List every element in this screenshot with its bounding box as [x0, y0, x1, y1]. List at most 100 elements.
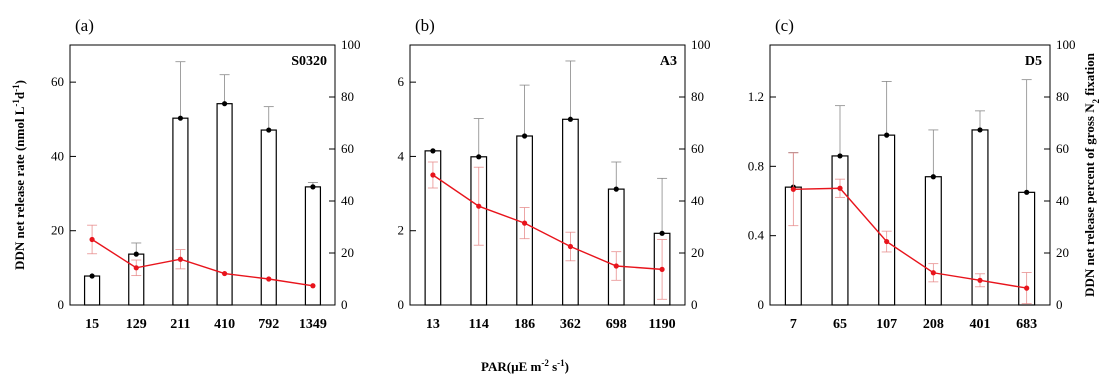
station-label: A3 [660, 54, 677, 69]
line-series [793, 187, 1027, 289]
line-point [430, 172, 436, 178]
line-point [977, 277, 983, 283]
x-tick-label: 362 [560, 317, 581, 332]
y-right-tick-label: 60 [1056, 141, 1069, 156]
y-right-tick-label: 0 [1056, 297, 1063, 312]
x-tick-label: 129 [126, 317, 147, 332]
x-tick-label: 208 [923, 317, 944, 332]
y-left-tick-label: 40 [51, 148, 64, 163]
line-point [310, 283, 316, 289]
y-right-tick-label: 0 [341, 297, 348, 312]
x-tick-label: 683 [1016, 317, 1037, 332]
plot-frame [769, 44, 1051, 306]
y-left-tick-label: 0.8 [748, 158, 764, 173]
bar-point [133, 251, 139, 257]
plot-frame [409, 44, 686, 306]
y-right-tick-label: 0 [691, 297, 698, 312]
y-right-tick-label: 80 [341, 89, 354, 104]
line-point [837, 185, 843, 191]
line-point [659, 266, 665, 272]
x-tick-label: 1349 [299, 317, 327, 332]
y-right-tick-label: 100 [341, 37, 361, 52]
ylabel-left: DDN net release rate (nmol L-1d-1) [11, 80, 27, 270]
y-right-tick-label: 40 [691, 193, 704, 208]
y-right-tick-label: 40 [341, 193, 354, 208]
bar [924, 176, 942, 306]
bar-point [266, 127, 272, 133]
station-label: D5 [1025, 54, 1042, 69]
y-left-tick-label: 0 [58, 297, 65, 312]
bar-point [884, 132, 890, 138]
line-point [930, 270, 936, 276]
y-left-tick-label: 1.2 [748, 89, 764, 104]
bar-point [613, 186, 619, 192]
y-right-tick-label: 80 [691, 89, 704, 104]
bar-point [930, 174, 936, 180]
x-tick-label: 186 [514, 317, 535, 332]
x-tick-label: 15 [85, 317, 99, 332]
y-left-tick-label: 2 [398, 223, 405, 238]
bar-point [977, 127, 983, 133]
x-tick-label: 410 [214, 317, 235, 332]
bar [83, 275, 101, 306]
bar-point [1024, 189, 1030, 195]
station-label: S0320 [291, 54, 327, 69]
y-right-tick-label: 20 [1056, 245, 1069, 260]
y-right-tick-label: 40 [1056, 193, 1069, 208]
y-right-tick-label: 100 [1056, 37, 1076, 52]
bar [172, 117, 189, 306]
panel-3: 0 0.4 0.8 1.2 0 20 40 60 80 100 7 65 107 208 401 683 (c)… [748, 16, 1076, 332]
bar [878, 134, 896, 306]
x-tick-label: 792 [258, 317, 279, 332]
line-point [521, 220, 528, 226]
line-series [432, 174, 663, 271]
bar [607, 188, 625, 306]
y-right-tick-label: 60 [341, 141, 354, 156]
x-tick-label: 114 [469, 317, 489, 332]
plot-frame [69, 44, 336, 306]
line-series [91, 238, 314, 287]
line-point [221, 270, 228, 277]
line-point [266, 276, 272, 282]
panel-letter: (a) [75, 16, 94, 35]
y-right-tick-label: 100 [691, 37, 711, 52]
bar-point [521, 133, 528, 139]
line-point [476, 203, 482, 209]
line-point [613, 263, 619, 269]
bar-point [567, 116, 574, 122]
bar [562, 118, 579, 306]
y-right-tick-label: 80 [1056, 89, 1069, 104]
bar-point [837, 153, 843, 159]
bar-point [659, 230, 665, 236]
ylabel-right: DDN net release percent of gross N2 fixa… [1082, 52, 1101, 297]
x-tick-label: 107 [876, 317, 897, 332]
x-tick-label: 211 [170, 317, 190, 332]
y-right-tick-label: 20 [341, 245, 354, 260]
y-left-tick-label: 4 [398, 148, 405, 163]
y-left-tick-label: 0 [758, 297, 765, 312]
y-right-tick-label: 60 [691, 141, 704, 156]
line-point [567, 243, 574, 250]
xlabel: PAR(µE m-2 s-1) [481, 358, 569, 374]
panel-letter: (b) [415, 16, 435, 35]
y-left-tick-label: 0.4 [748, 228, 765, 243]
line-point [1024, 285, 1030, 291]
bar-point [430, 148, 436, 154]
y-left-tick-label: 60 [51, 74, 64, 89]
x-tick-label: 401 [970, 317, 991, 332]
bar-point [89, 273, 95, 279]
bar-point [177, 115, 184, 121]
line-point [133, 265, 139, 271]
y-left-tick-label: 0 [398, 297, 405, 312]
x-tick-label: 1190 [648, 317, 675, 332]
bar-point [221, 101, 228, 107]
y-right-tick-label: 20 [691, 245, 704, 260]
panel-1: 0 20 40 60 0 20 40 60 80 100 15 129 211 410 792 1349 (a)… [51, 16, 361, 332]
x-tick-label: 698 [606, 317, 627, 332]
panel-letter: (c) [775, 16, 794, 35]
line-point [177, 256, 184, 262]
line-point [89, 236, 95, 243]
